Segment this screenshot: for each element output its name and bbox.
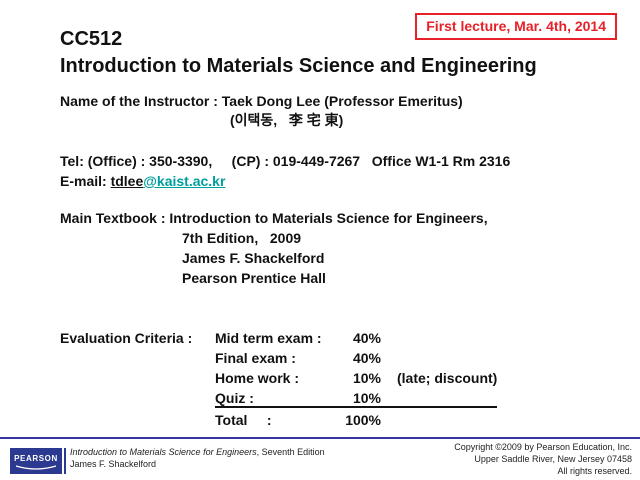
footer-copyright: Copyright ©2009 by Pearson Education, In…: [454, 441, 632, 477]
evaluation-row-midterm: Mid term exam : 40%: [215, 328, 497, 348]
pearson-swoosh-icon: [15, 465, 57, 470]
course-code: CC512: [60, 28, 123, 50]
copyright-line: All rights reserved.: [557, 466, 632, 476]
evaluation-rows: Mid term exam : 40% Final exam : 40% Hom…: [215, 328, 498, 430]
eval-value: 10%: [352, 370, 381, 386]
pearson-logo: PEARSON: [10, 448, 62, 474]
footer-book-info: Introduction to Materials Science for En…: [70, 446, 325, 470]
eval-label: Total :: [215, 412, 272, 428]
contact-block: Tel: (Office) : 350-3390, (CP) : 019-449…: [60, 151, 510, 191]
evaluation-row-total: Total : 100%: [215, 410, 497, 430]
evaluation-section: Evaluation Criteria : Mid term exam : 40…: [60, 328, 498, 430]
evaluation-row-homework: Home work : 10% (late; discount): [215, 368, 497, 388]
footer-divider: [0, 437, 640, 439]
eval-label: Mid term exam :: [215, 330, 322, 346]
eval-value: 40%: [352, 350, 381, 366]
title-block: CC512 Introduction to Materials Science …: [60, 26, 537, 80]
course-title: Introduction to Materials Science and En…: [60, 55, 537, 77]
footer-book-title: Introduction to Materials Science for En…: [70, 446, 325, 458]
email-link[interactable]: tdlee@kaist.ac.kr: [111, 173, 226, 189]
email-domain[interactable]: @kaist.ac.kr: [143, 173, 226, 189]
email-line: E-mail: tdlee@kaist.ac.kr: [60, 171, 510, 191]
eval-value: 100%: [345, 412, 381, 428]
eval-label: Home work :: [215, 370, 300, 386]
footer: PEARSON Introduction to Materials Scienc…: [0, 441, 640, 480]
instructor-block: Name of the Instructor : Taek Dong Lee (…: [60, 92, 463, 130]
email-label: E-mail:: [60, 173, 111, 189]
textbook-publisher: Pearson Prentice Hall: [182, 270, 326, 286]
footer-book-title-italic: Introduction to Materials Science for En…: [70, 447, 257, 457]
evaluation-row-quiz: Quiz : 10%: [215, 388, 498, 408]
eval-label: Quiz :: [215, 390, 254, 406]
copyright-line: Copyright ©2009 by Pearson Education, In…: [454, 442, 632, 452]
date-badge: First lecture, Mar. 4th, 2014: [415, 13, 617, 40]
email-user[interactable]: tdlee: [110, 173, 144, 189]
tel-line: Tel: (Office) : 350-3390, (CP) : 019-449…: [60, 153, 511, 169]
eval-value: 40%: [352, 330, 381, 346]
textbook-block: Main Textbook : Introduction to Material…: [60, 208, 488, 288]
evaluation-heading: Evaluation Criteria :: [60, 330, 193, 346]
eval-label: Final exam :: [215, 350, 296, 366]
footer-separator: [64, 448, 66, 474]
copyright-line: Upper Saddle River, New Jersey 07458: [474, 454, 632, 464]
footer-book-author: James F. Shackelford: [70, 459, 157, 469]
eval-value: 10%: [352, 390, 381, 406]
footer-book-title-rest: , Seventh Edition: [256, 447, 325, 457]
evaluation-row-final: Final exam : 40%: [215, 348, 497, 368]
instructor-line: Name of the Instructor : Taek Dong Lee (…: [60, 93, 463, 109]
eval-note: (late; discount): [397, 370, 498, 386]
textbook-edition: 7th Edition, 2009: [182, 230, 302, 246]
textbook-author: James F. Shackelford: [182, 250, 325, 266]
instructor-native-name: (이택동, 李 宅 東): [230, 112, 344, 128]
pearson-logo-text: PEARSON: [14, 454, 58, 463]
textbook-lead: Main Textbook : Introduction to Material…: [60, 210, 488, 226]
